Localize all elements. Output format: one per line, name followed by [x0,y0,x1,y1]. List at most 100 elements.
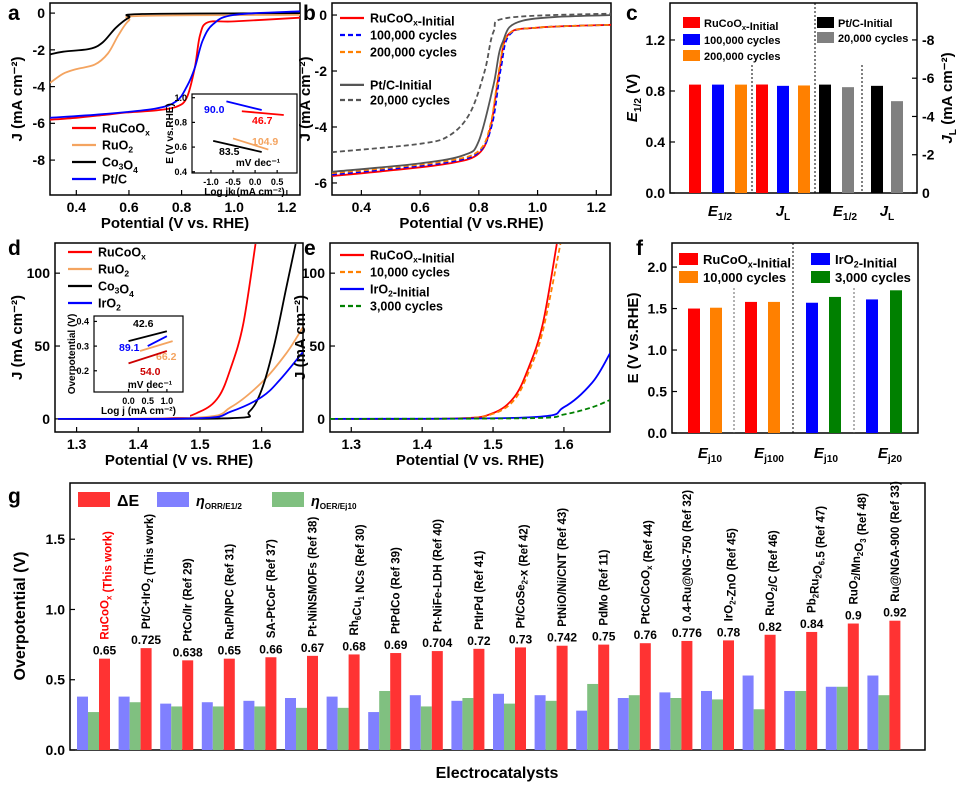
bar-value-label: 0.72 [467,634,491,648]
y-tick-label: 0.8 [646,83,666,99]
panel-a-inset: -1.0 -0.5 0.0 0.5 0.4 0.6 0.8 1.0 90.0 46.7 104.9 8… [165,93,298,198]
bar [871,85,883,193]
series-line-200-000-cycles [332,23,611,175]
y2-tick-label: -8 [922,32,935,48]
bar-eta-oer [504,703,515,750]
y-axis-label: Overpotential (V) [12,552,29,681]
legend-label: 200,000 cycles [370,46,457,60]
legend-label: 3,000 cycles [370,300,443,314]
bar-eta-orr [451,700,463,750]
bar [735,84,747,193]
legend-swatch [683,17,700,28]
y-tick-label: 1.0 [174,93,187,103]
y-axis-label: E (V vs.RHE) [625,293,642,384]
bar-eta-orr [160,703,172,750]
series-line-iro2-initial [330,352,610,420]
x-tick-label: -1.0 [203,177,219,187]
y-tick-label: -6 [33,115,46,131]
bar [806,302,818,433]
catalyst-label: Pt-NiFe-LDH (Ref 40) [432,519,444,632]
catalyst-label: PdMo (Ref 11) [599,549,611,625]
bar [688,308,700,433]
legend-swatch [811,271,830,283]
bar-eta-oer [670,698,682,750]
y-tick-label: -2 [315,63,328,79]
panel-d-inset: 0.0 0.5 1.0 0.2 0.3 0.4 42.6 89.1 66.2 54.0 mV dec… [67,314,184,417]
catalyst-label: PtCo/Ir (Ref 29) [183,558,195,641]
x-tick-label: 1.5 [483,436,503,452]
x-tick-label: 1.0 [528,199,548,215]
legend-label: RuCoOx-Initial [370,12,455,29]
panel-letter-g: g [8,485,21,508]
bar-delta-e [99,658,110,750]
legend-label: RuCoOx-Initial [703,252,791,270]
bar [710,307,722,433]
catalyst-label: RuCoOx (This work) [100,531,115,640]
inset-background [62,314,190,417]
y-tick-label: 0.8 [174,118,187,128]
x-tick-label: 1.5 [190,436,210,452]
bar [689,84,701,193]
y-tick-label: 0.4 [174,167,187,177]
bar-value-label: 0.75 [592,630,616,644]
bar-eta-orr [493,693,504,750]
legend-label: RuCoOx-Initial [370,249,455,266]
bar [866,299,878,433]
bar-delta-e [806,631,818,750]
catalyst-label: SA-PtCoF (Ref 37) [266,539,278,638]
bar-eta-oer [545,700,557,750]
series-line-ruo2 [50,14,300,84]
bar-value-label: 0.65 [93,644,117,658]
bar-eta-oer [337,707,349,750]
series-line-100-000-cycles [332,23,611,176]
y-tick-label: 0 [42,411,50,427]
y-tick-label: -8 [33,152,46,168]
bar-delta-e [473,648,485,750]
x-tick-label: 0.8 [469,199,489,215]
y2-tick-label: -6 [922,70,935,86]
bar-eta-orr [701,690,712,750]
bar-eta-orr [368,712,380,750]
catalyst-label: RuP/NPC (Ref 31) [224,544,236,640]
series-line-pt-c-initial [332,14,611,173]
category-label: JL [776,203,791,223]
category-label: E1/2 [708,203,733,223]
panel-a-inset-frame [191,93,298,174]
y-axis-label: J (mA cm⁻²) [297,57,314,142]
bar-eta-orr [285,698,296,750]
bar [777,85,789,193]
legend-label: RuCoOx [98,246,146,262]
bar-eta-oer [129,702,141,750]
bar-value-label: 0.92 [883,606,907,620]
catalyst-label: Pt/CoSe2-x (Ref 42) [516,524,531,628]
legend-swatch [679,253,698,265]
y-tick-label: 50 [34,338,50,354]
bar-value-label: 0.69 [384,638,408,652]
x-tick-label: 1.0 [161,396,174,406]
y-tick-label: 2.0 [648,259,668,275]
tafel-slope-label: 66.2 [156,351,177,363]
bar-delta-e [598,644,610,750]
x-tick-label: 1.3 [67,436,87,452]
legend-label: 10,000 cycles [370,266,450,280]
bar-eta-oer [296,707,307,750]
bar [842,87,854,193]
bar-value-label: 0.73 [509,632,533,646]
series-line-rucoox [50,16,300,121]
category-label: Ej100 [754,445,784,465]
tafel-slope-label: 90.0 [204,104,225,116]
panel-a-axes: 0.4 0.6 0.8 1.0 1.20-2-4-6-8RuCoOxRuO2Co3O4P… [9,2,301,232]
panel-f-axes-frame [671,242,919,434]
bar-value-label: 0.9 [845,609,862,623]
legend-swatch [157,492,189,507]
x-tick-label: 1.6 [252,436,272,452]
series-line-iro2 [58,351,303,420]
panel-f-axes: 0.0 0.5 1.0 1.5 2.0 Ej10 Ej100 Ej10 Ej20 RuCoOx-I… [625,242,919,465]
bar-delta-e [723,640,734,750]
y-tick-label: -2 [33,42,46,58]
bar-value-label: 0.76 [634,628,658,642]
bar-eta-orr [784,690,796,750]
y-tick-label: 0.4 [646,134,666,150]
